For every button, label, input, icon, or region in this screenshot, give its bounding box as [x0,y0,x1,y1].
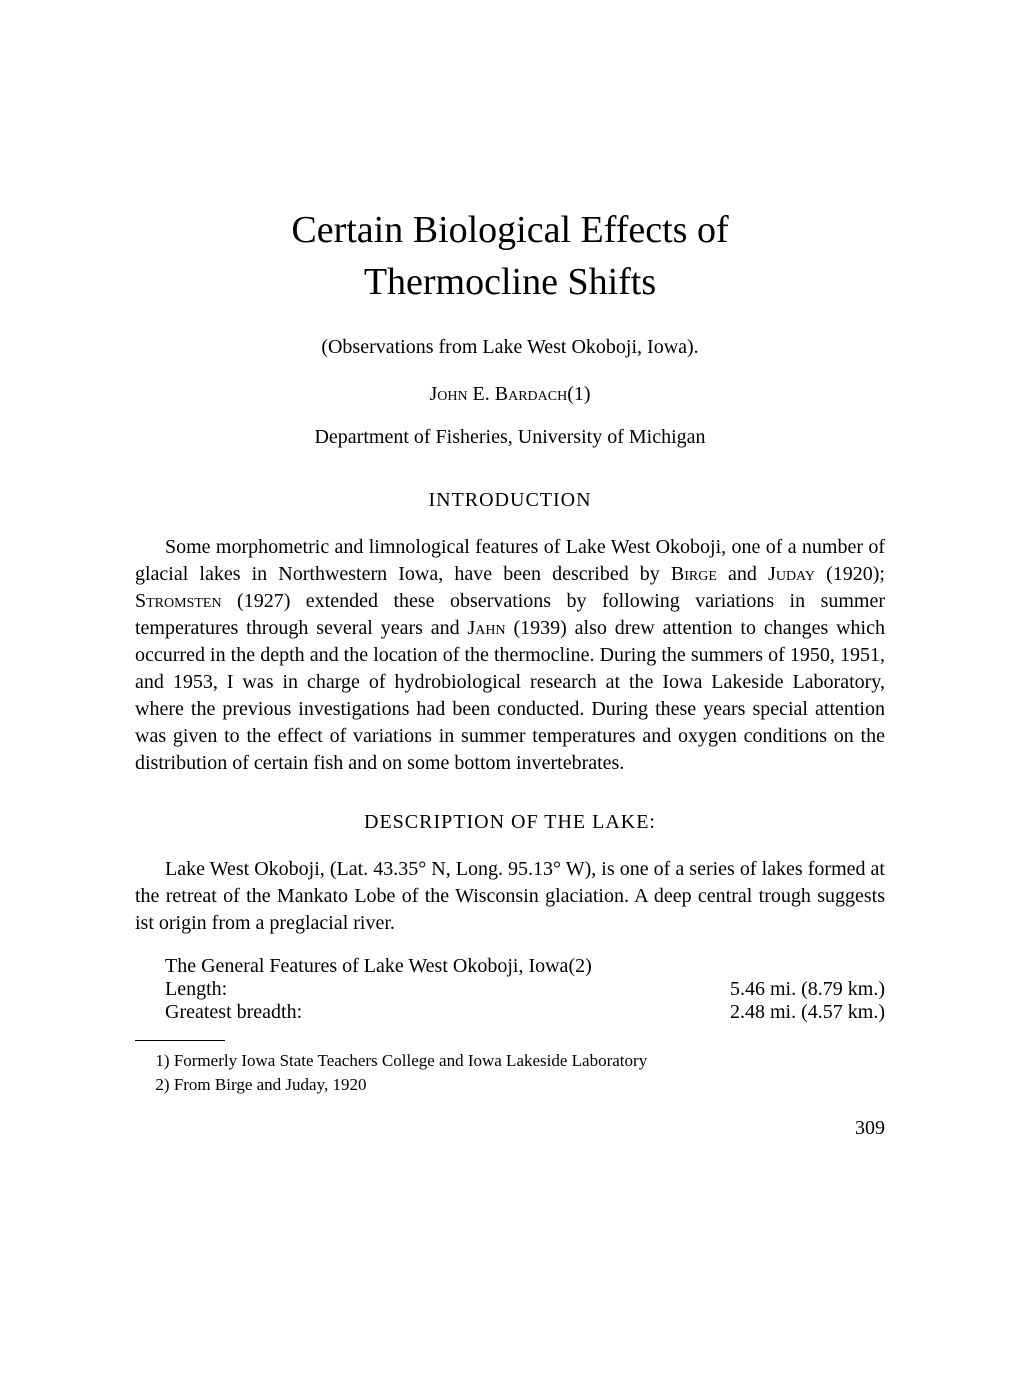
footnote-text: From Birge and Juday, 1920 [174,1075,367,1094]
table-title: The General Features of Lake West Okoboj… [135,955,885,978]
table-label-length: Length: [165,978,227,1001]
footnote-marker: 2) [155,1075,169,1094]
page-number: 309 [135,1117,885,1140]
table-title-sup: (2) [568,955,591,977]
intro-paragraph: Some morphometric and limnological featu… [135,534,885,777]
table-label-breadth: Greatest breadth: [165,1001,302,1024]
page-container: Certain Biological Effects of Thermoclin… [0,0,1020,1210]
table-value-length: 5.46 mi. (8.79 km.) [730,978,885,1001]
author-ref-juday: Juday [768,563,815,585]
footnote-2: 2) From Birge and Juday, 1920 [135,1073,885,1097]
author-ref-jahn: Jahn [468,617,506,639]
footnote-1: 1) Formerly Iowa State Teachers College … [135,1049,885,1073]
table-title-text: The General Features of Lake West Okoboj… [165,955,568,977]
author-name: John E. Bardach [429,383,567,405]
section-heading-introduction: INTRODUCTION [135,489,885,512]
affiliation: Department of Fisheries, University of M… [135,426,885,449]
footnote-text: Formerly Iowa State Teachers College and… [174,1051,647,1070]
subtitle: (Observations from Lake West Okoboji, Io… [135,336,885,359]
author-sup: (1) [567,383,590,405]
title-line-2: Thermocline Shifts [364,261,656,303]
table-row: Length: 5.46 mi. (8.79 km.) [135,978,885,1001]
author-ref-stromsten: Stromsten [135,590,222,612]
footnote-rule [135,1040,225,1041]
page-title: Certain Biological Effects of Thermoclin… [135,205,885,308]
description-paragraph: Lake West Okoboji, (Lat. 43.35° N, Long.… [135,856,885,937]
table-value-breadth: 2.48 mi. (4.57 km.) [730,1001,885,1024]
author-line: John E. Bardach(1) [135,383,885,406]
footnote-marker: 1) [155,1051,169,1070]
section-heading-description: DESCRIPTION OF THE LAKE: [135,811,885,834]
title-line-1: Certain Biological Effects of [291,209,728,251]
table-row: Greatest breadth: 2.48 mi. (4.57 km.) [135,1001,885,1024]
author-ref-birge: Birge [671,563,717,585]
